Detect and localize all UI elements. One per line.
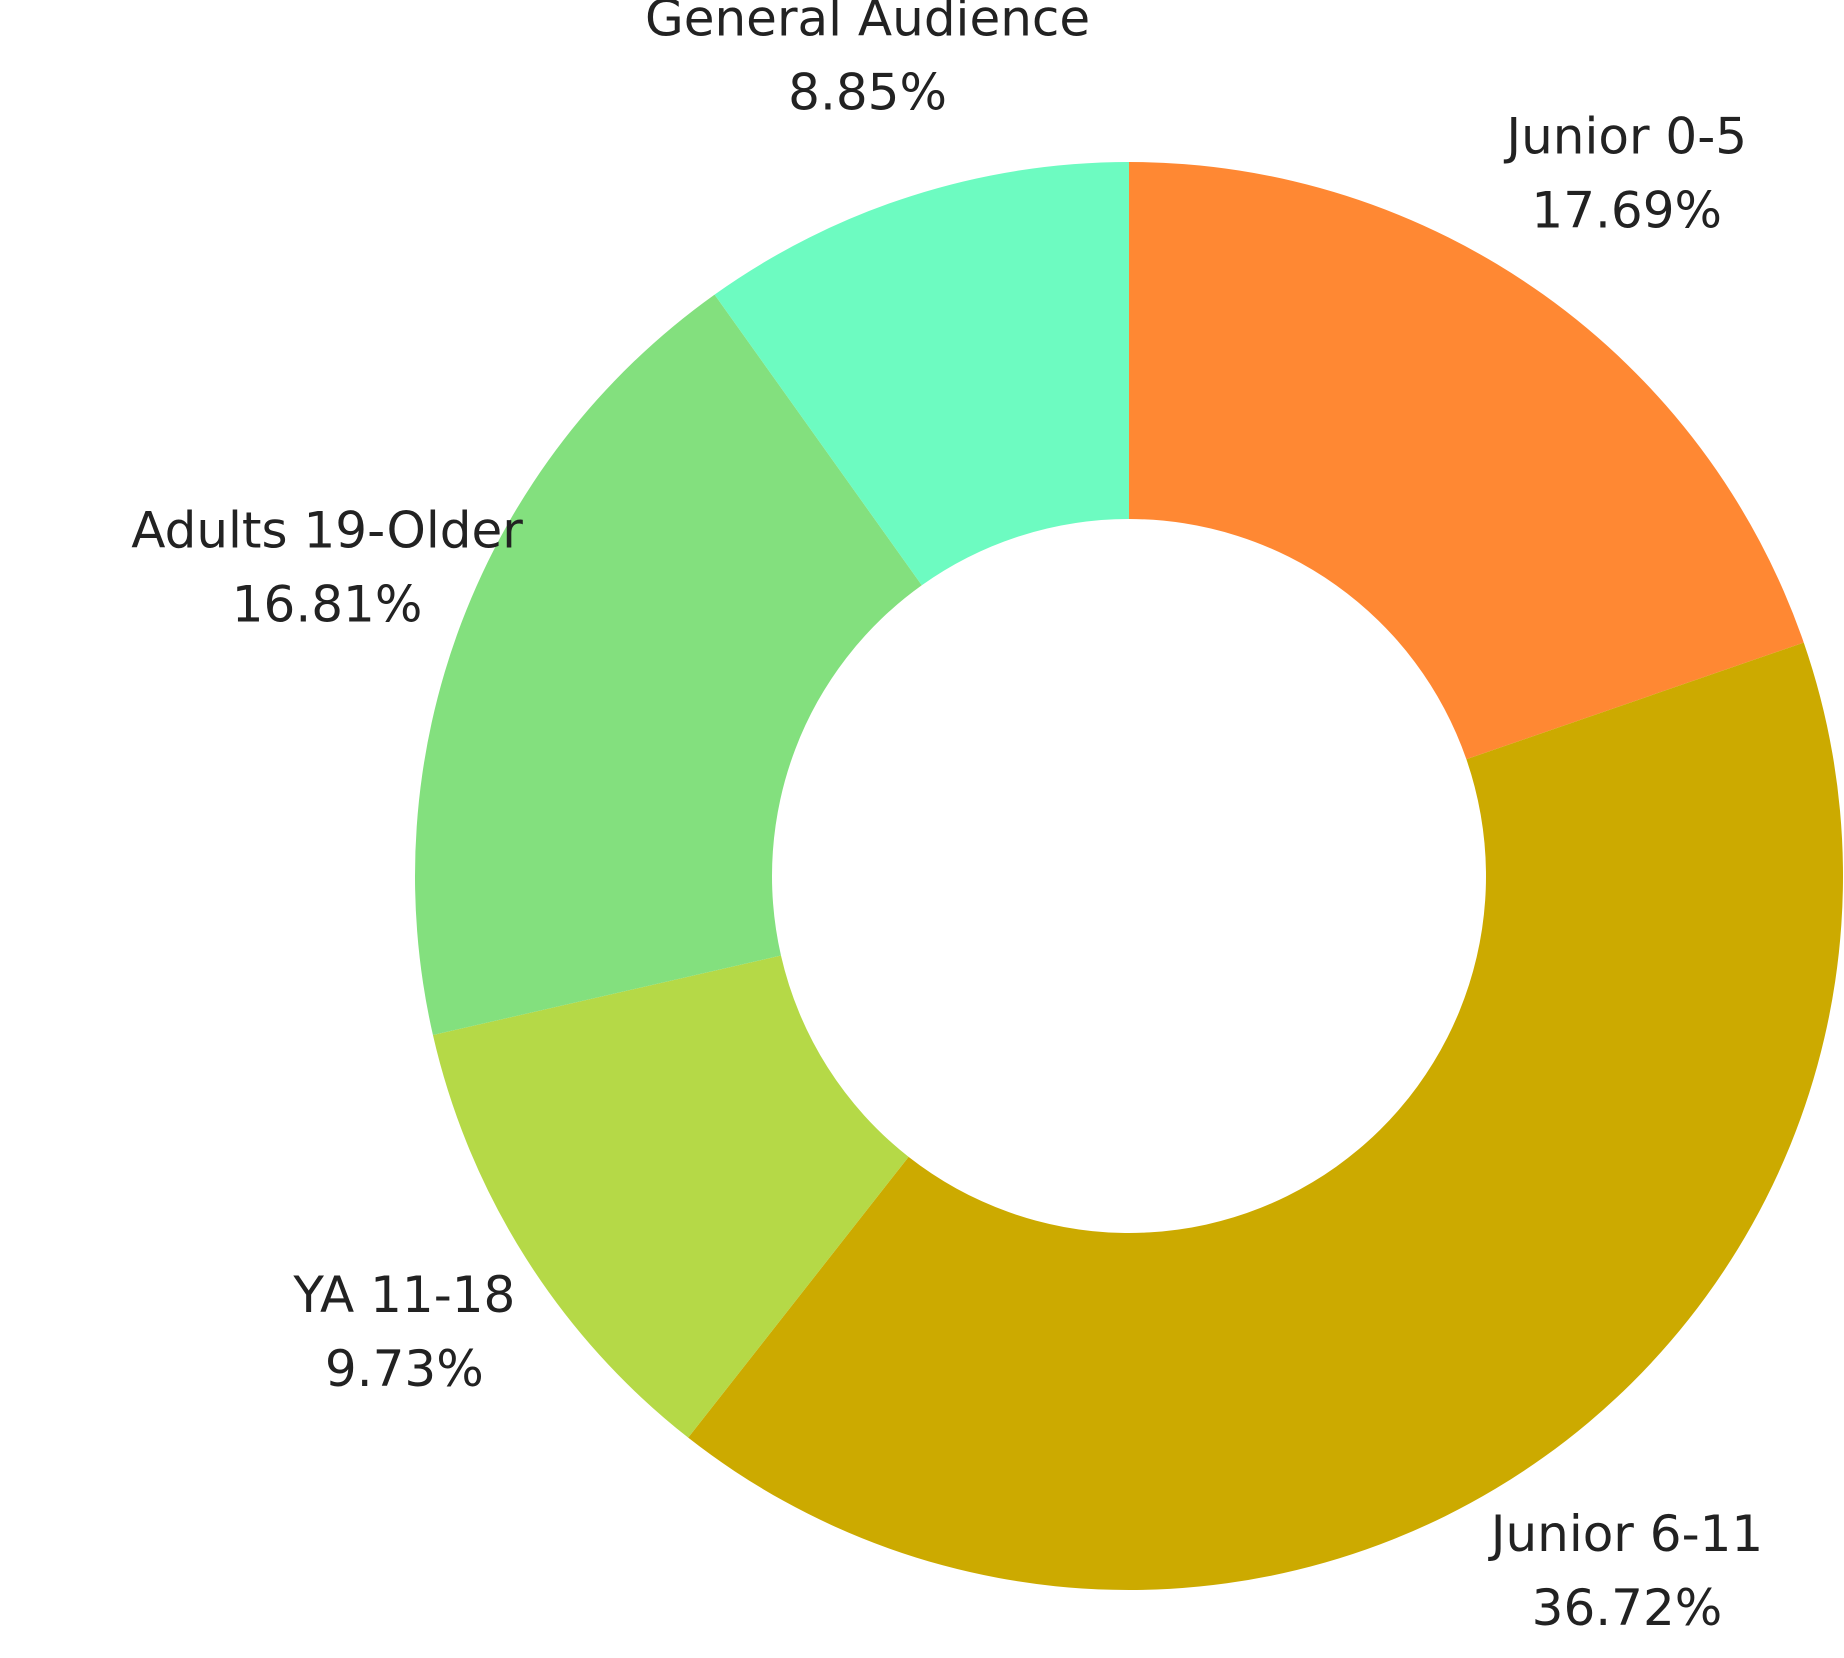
slice-label: Adults 19-Older	[131, 501, 523, 559]
slice-label: Junior 0-5	[1503, 108, 1747, 166]
slice	[415, 294, 922, 1036]
slice	[714, 162, 1129, 586]
slice-label: Junior 6-11	[1488, 1505, 1764, 1563]
slice	[1129, 162, 1804, 760]
slice-value-label: 8.85%	[788, 63, 947, 121]
slice-value-label: 9.73%	[325, 1340, 484, 1398]
slice	[688, 642, 1843, 1590]
slice-value-label: 36.72%	[1532, 1579, 1723, 1637]
slice-label: General Audience	[645, 0, 1090, 47]
slice	[432, 955, 909, 1438]
slice-label: YA 11-18	[292, 1266, 515, 1324]
slice-value-label: 16.81%	[232, 575, 423, 633]
slice-value-label: 17.69%	[1531, 182, 1722, 240]
